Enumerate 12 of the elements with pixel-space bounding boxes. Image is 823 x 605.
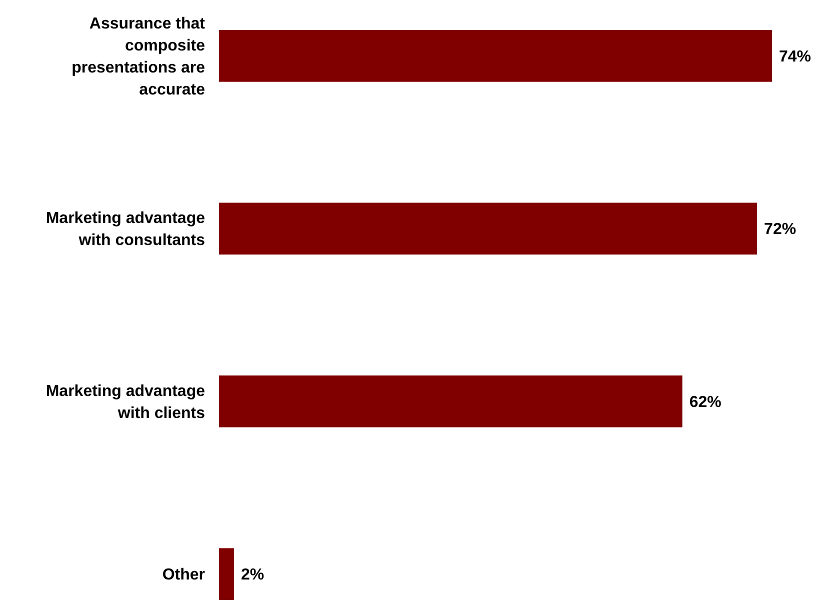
y-tick-label: Assurance that composite presentations are accurate bbox=[72, 16, 206, 99]
data-label: 74% bbox=[779, 48, 812, 66]
data-label: 72% bbox=[764, 221, 796, 238]
data-label: 62% bbox=[689, 394, 722, 411]
bar bbox=[219, 548, 234, 600]
y-tick-label: Other bbox=[162, 566, 205, 584]
bar bbox=[219, 202, 758, 255]
bar bbox=[219, 30, 772, 82]
data-label: 2% bbox=[240, 566, 264, 584]
y-tick-label: Marketing advantage with consultants bbox=[46, 210, 206, 250]
y-tick-label: Marketing advantage with clients bbox=[46, 382, 206, 422]
bar bbox=[219, 375, 682, 428]
